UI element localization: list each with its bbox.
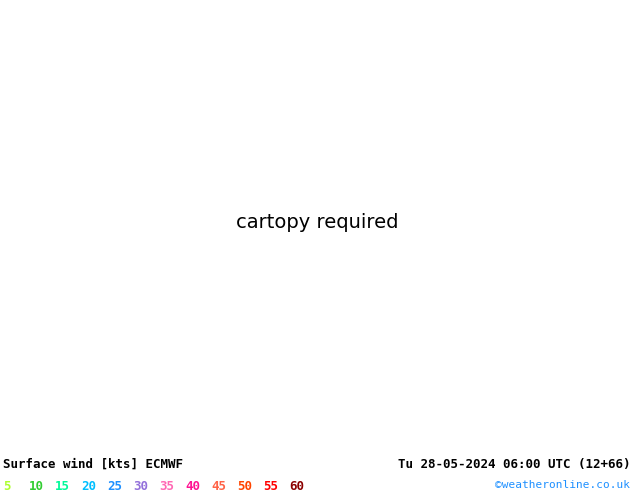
Text: ©weatheronline.co.uk: ©weatheronline.co.uk xyxy=(495,480,630,490)
Text: 35: 35 xyxy=(159,480,174,490)
Text: 30: 30 xyxy=(133,480,148,490)
Text: 10: 10 xyxy=(29,480,44,490)
Text: 15: 15 xyxy=(55,480,70,490)
Text: Surface wind [kts] ECMWF: Surface wind [kts] ECMWF xyxy=(3,458,183,471)
Text: 40: 40 xyxy=(185,480,200,490)
Text: 55: 55 xyxy=(263,480,278,490)
Text: 50: 50 xyxy=(237,480,252,490)
Text: 5: 5 xyxy=(3,480,11,490)
Text: 20: 20 xyxy=(81,480,96,490)
Text: cartopy required: cartopy required xyxy=(236,214,398,232)
Text: 25: 25 xyxy=(107,480,122,490)
Text: 45: 45 xyxy=(211,480,226,490)
Text: Tu 28-05-2024 06:00 UTC (12+66): Tu 28-05-2024 06:00 UTC (12+66) xyxy=(398,458,630,471)
Text: 60: 60 xyxy=(289,480,304,490)
